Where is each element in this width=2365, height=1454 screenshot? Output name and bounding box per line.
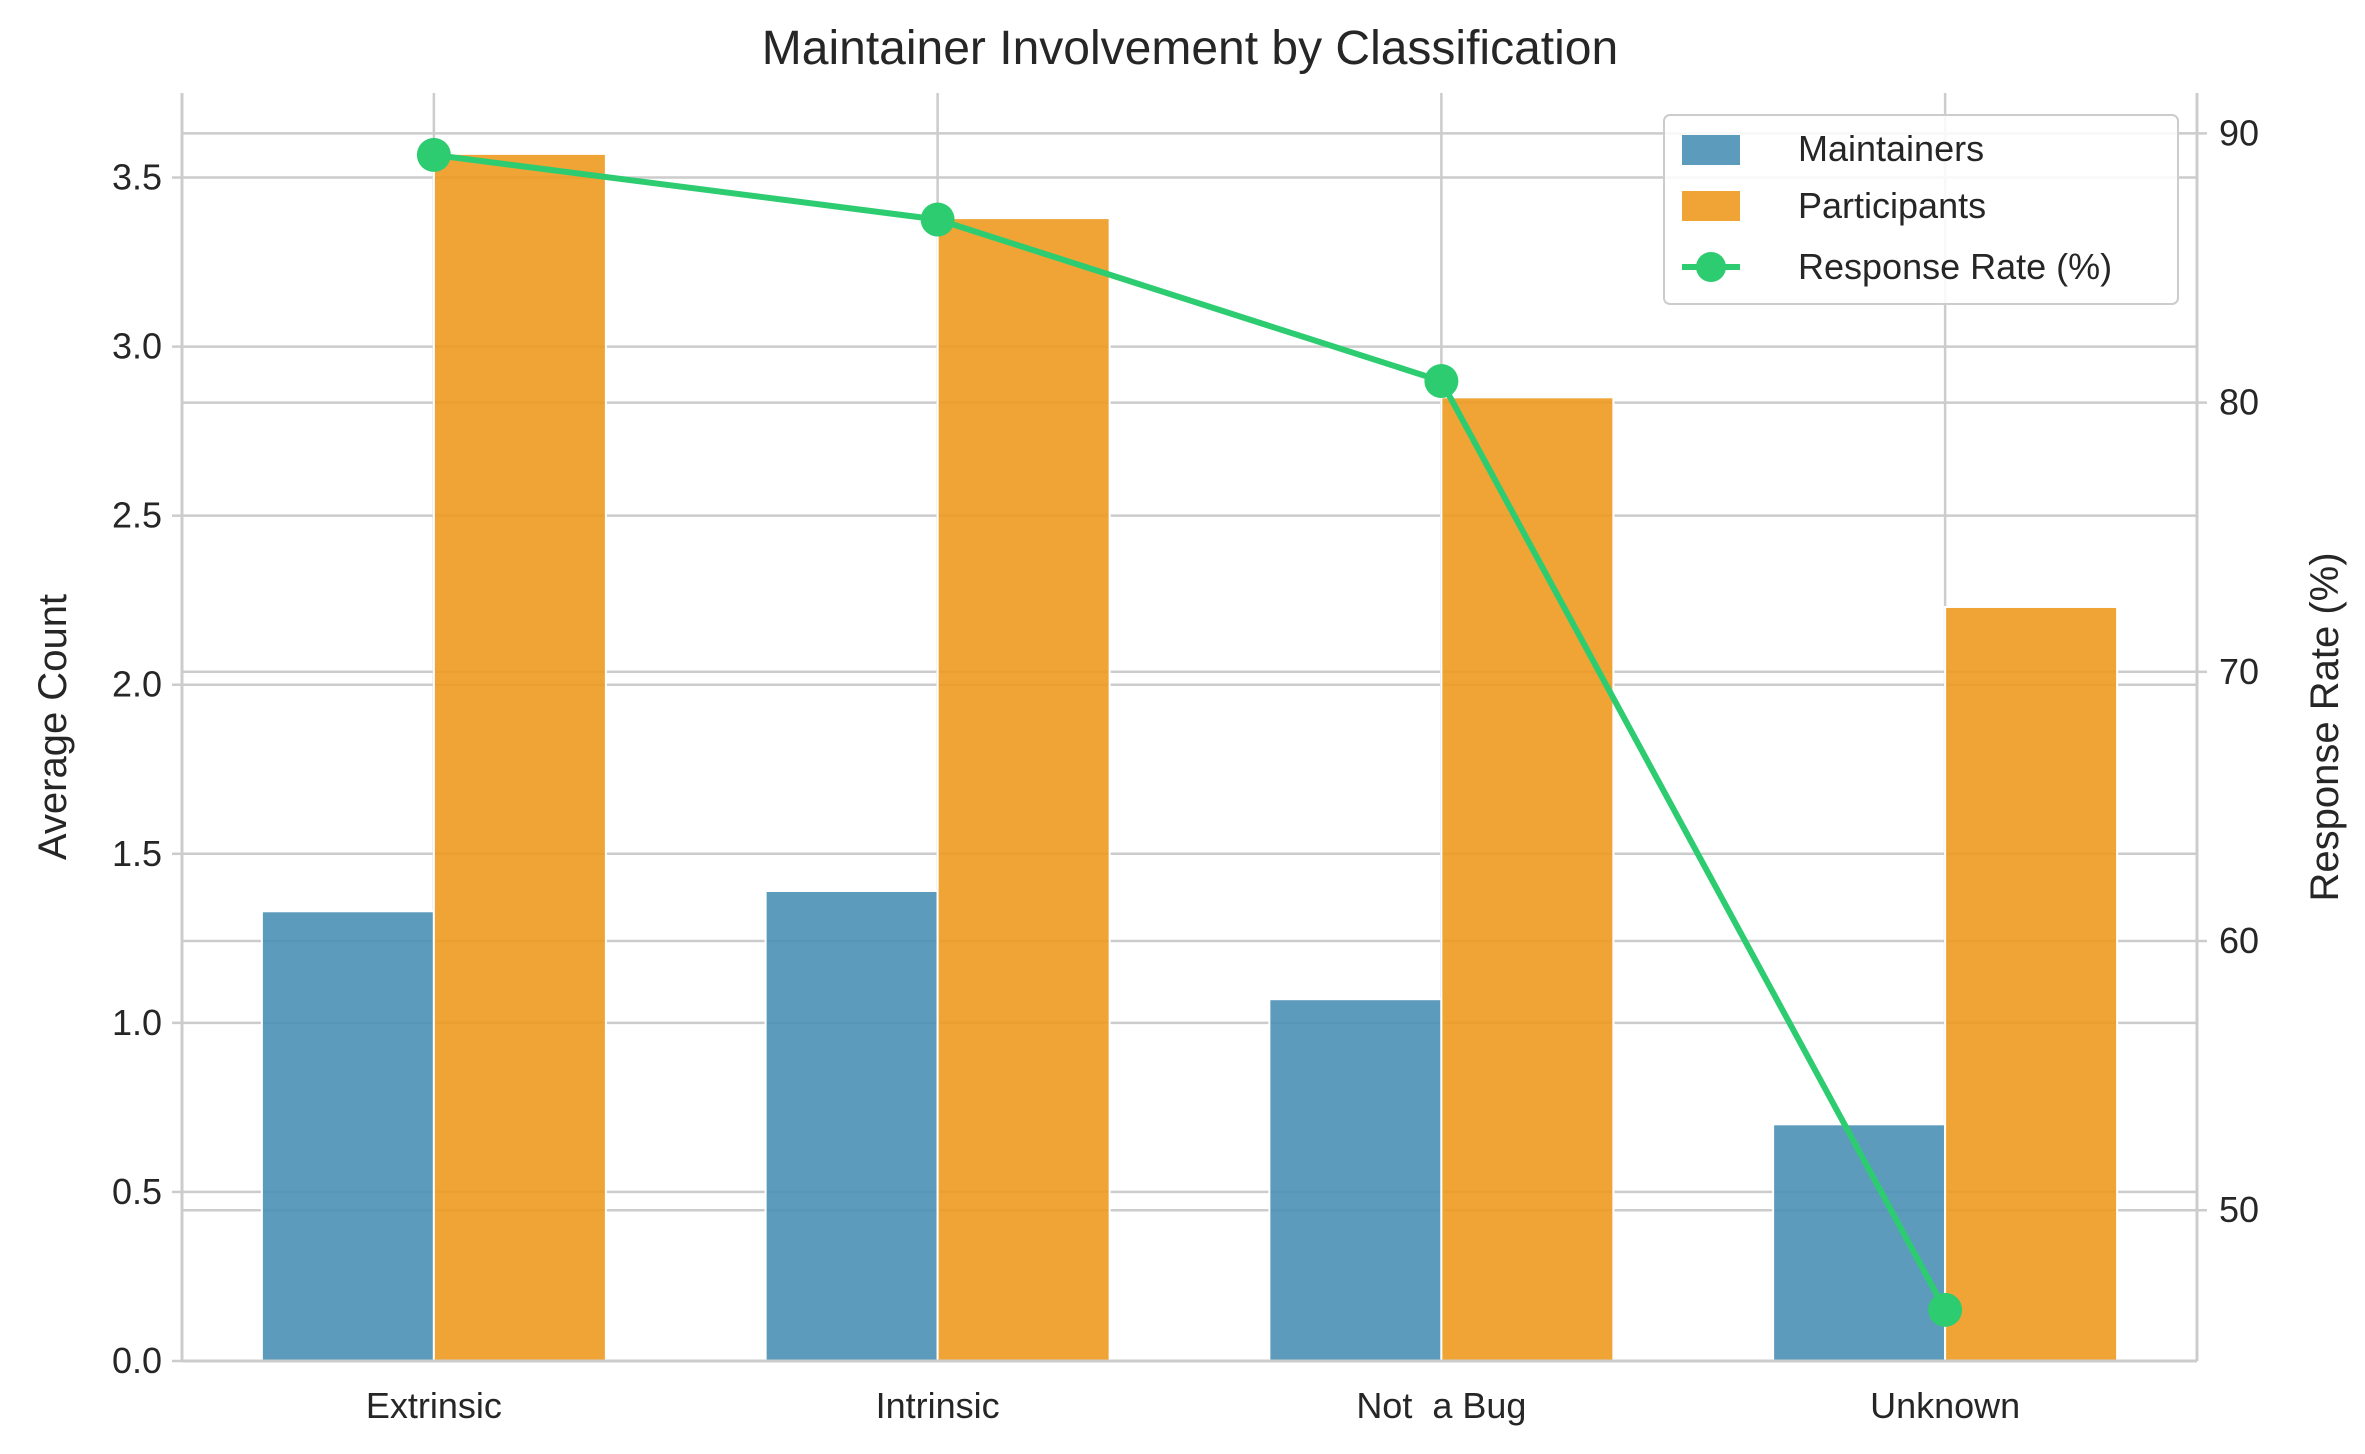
x-tick-label: Unknown	[1870, 1385, 2020, 1426]
y-axis-title: Average Count	[31, 594, 75, 860]
legend-swatch-participants	[1682, 191, 1740, 221]
y-tick-label: 1.0	[112, 1002, 162, 1043]
bar-participants	[936, 217, 1111, 1362]
legend-label-response-rate: Response Rate (%)	[1798, 246, 2112, 287]
response-rate-point	[1424, 364, 1459, 399]
legend-swatch-maintainers	[1682, 135, 1740, 165]
response-rate-line	[433, 151, 1948, 1312]
y-tick-label: 1.5	[112, 833, 162, 874]
y-tick-label: 3.0	[112, 326, 162, 367]
y2-tick-label: 60	[2219, 920, 2259, 961]
tick-layer: 0.0 0.5 1.0 1.5 2.0 2.5 3.0 3.5 50 60 70 80 90 Extrin…	[112, 112, 2259, 1426]
response-rate-point	[1928, 1292, 1963, 1327]
bar-maintainers	[1268, 998, 1443, 1362]
y2-tick-label: 70	[2219, 651, 2259, 692]
y2-tick-label: 90	[2219, 112, 2259, 153]
x-tick-label: Intrinsic	[876, 1385, 1000, 1426]
y-tick-label: 2.0	[112, 664, 162, 705]
y2-axis-title: Response Rate (%)	[2303, 552, 2347, 901]
legend-marker-response-rate	[1696, 252, 1726, 282]
bar-maintainers	[764, 889, 939, 1363]
bar-layer	[260, 152, 2119, 1363]
legend-label-maintainers: Maintainers	[1798, 128, 1984, 169]
y-tick-label: 0.0	[112, 1340, 162, 1381]
x-tick-label: Not a Bug	[1356, 1385, 1526, 1426]
bar-maintainers	[1772, 1123, 1947, 1362]
y-tick-label: 0.5	[112, 1171, 162, 1212]
bar-participants	[432, 152, 607, 1362]
legend: Maintainers Participants Response Rate (…	[1663, 114, 2179, 305]
chart-title: Maintainer Involvement by Classification	[762, 22, 1618, 75]
legend-label-participants: Participants	[1798, 185, 1986, 226]
x-tick-label: Extrinsic	[366, 1385, 502, 1426]
bar-participants	[1944, 605, 2119, 1362]
bar-participants	[1440, 396, 1615, 1362]
y2-tick-label: 80	[2219, 382, 2259, 423]
response-rate-point	[416, 137, 451, 172]
legend-box	[1663, 114, 2179, 305]
y-tick-label: 3.5	[112, 157, 162, 198]
axis-layer	[180, 93, 2199, 1363]
y-tick-label: 2.5	[112, 495, 162, 536]
bar-maintainers	[260, 910, 435, 1362]
response-rate-point	[920, 202, 955, 237]
y2-tick-label: 50	[2219, 1189, 2259, 1230]
line-layer	[416, 137, 1963, 1327]
